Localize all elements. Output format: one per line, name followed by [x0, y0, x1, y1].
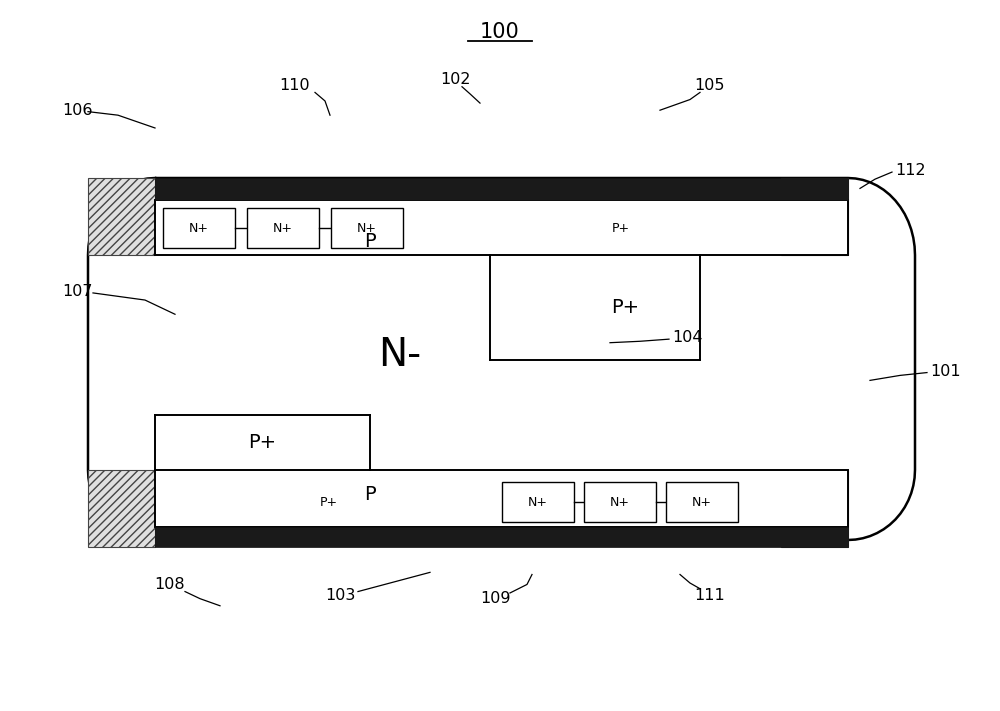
Text: 103: 103 — [325, 587, 355, 603]
Text: 102: 102 — [440, 72, 470, 87]
Bar — [155, 200, 848, 255]
Bar — [331, 208, 403, 248]
Text: 108: 108 — [155, 577, 185, 592]
Text: P: P — [364, 486, 376, 504]
Text: 111: 111 — [695, 587, 725, 603]
Polygon shape — [88, 178, 915, 540]
Text: N+: N+ — [357, 222, 377, 235]
Bar — [155, 178, 848, 200]
Bar — [88, 178, 155, 255]
Text: N+: N+ — [189, 222, 209, 235]
Bar — [155, 470, 848, 527]
Text: 107: 107 — [62, 284, 92, 299]
Text: P+: P+ — [611, 222, 630, 235]
Bar — [247, 208, 319, 248]
Text: 100: 100 — [480, 22, 520, 42]
Text: N+: N+ — [610, 496, 630, 508]
Text: N+: N+ — [692, 496, 712, 508]
Bar — [584, 482, 656, 522]
Text: N-: N- — [378, 336, 422, 375]
Text: 112: 112 — [895, 163, 926, 178]
Text: 104: 104 — [672, 330, 702, 346]
Text: N+: N+ — [273, 222, 293, 235]
Text: 109: 109 — [480, 591, 510, 606]
Bar — [781, 470, 848, 547]
Text: P+: P+ — [611, 298, 639, 317]
Text: 101: 101 — [930, 363, 961, 379]
Text: P+: P+ — [248, 433, 277, 452]
Bar — [781, 178, 848, 255]
Text: 106: 106 — [62, 102, 92, 118]
Bar — [666, 482, 738, 522]
Text: N+: N+ — [528, 496, 548, 508]
Bar — [155, 527, 848, 547]
Bar — [502, 482, 574, 522]
Bar — [88, 470, 155, 547]
Text: P+: P+ — [319, 496, 338, 508]
Text: 110: 110 — [280, 77, 310, 93]
Text: 105: 105 — [695, 77, 725, 93]
Text: P: P — [364, 232, 376, 251]
Bar — [163, 208, 235, 248]
